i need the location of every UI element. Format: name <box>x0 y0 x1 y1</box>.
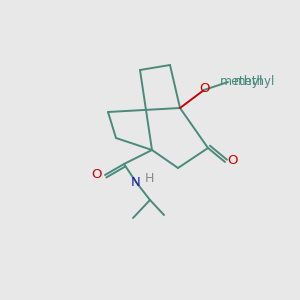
Text: O: O <box>92 167 102 181</box>
Text: methyl: methyl <box>234 76 275 88</box>
Text: methyl: methyl <box>220 74 264 88</box>
Text: O: O <box>200 82 210 95</box>
Text: N: N <box>131 176 141 188</box>
Text: H: H <box>144 172 154 185</box>
Text: O: O <box>228 154 238 167</box>
